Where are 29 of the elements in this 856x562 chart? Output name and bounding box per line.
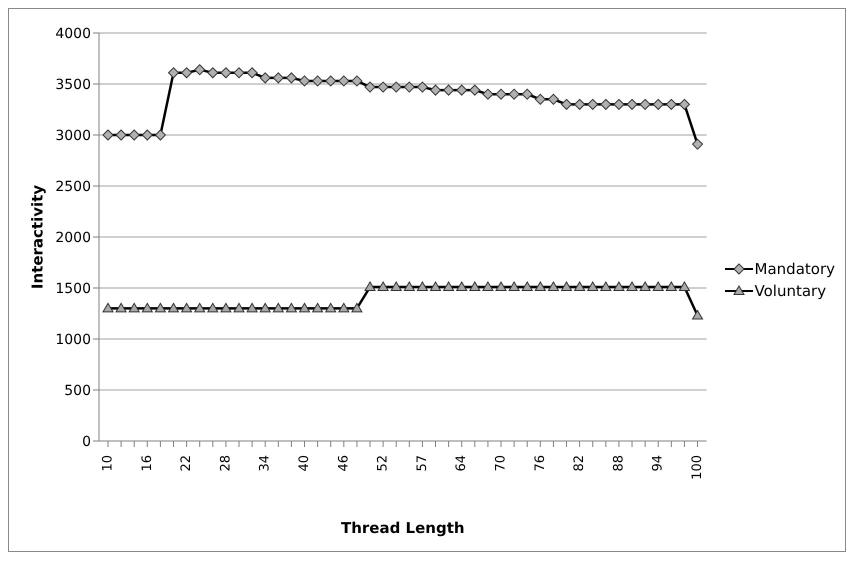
x-tick-label: 52	[376, 455, 391, 472]
x-tick-label: 88	[611, 455, 626, 472]
legend-label: Voluntary	[754, 281, 826, 302]
x-tick-label: 10	[100, 455, 116, 472]
x-tick-label: 94	[650, 455, 666, 472]
x-tick-label: 82	[572, 455, 588, 472]
x-tick-label: 16	[140, 455, 155, 472]
y-tick-label: 3500	[55, 76, 91, 93]
y-tick-label: 1500	[55, 280, 91, 297]
y-tick-label: 1000	[55, 332, 91, 348]
x-tick-label: 34	[258, 455, 273, 472]
y-tick-label: 4000	[55, 26, 91, 42]
x-tick-label: 22	[179, 455, 194, 472]
x-tick-label: 70	[494, 455, 509, 472]
legend-label: Mandatory	[754, 259, 835, 280]
x-tick-label: 57	[414, 455, 430, 472]
y-tick-label: 2500	[55, 178, 91, 195]
y-tick-label: 2000	[55, 230, 91, 246]
y-tick-label: 500	[64, 382, 91, 399]
x-tick-label: 100	[690, 455, 706, 480]
x-tick-label: 46	[336, 455, 352, 472]
y-tick-label: 0	[82, 434, 91, 450]
y-tick-label: 3000	[55, 128, 91, 144]
x-axis-title: Thread Length	[340, 519, 465, 537]
x-tick-label: 28	[218, 455, 234, 472]
x-tick-label: 76	[532, 455, 548, 472]
x-tick-label: 40	[297, 455, 312, 472]
x-tick-label: 64	[454, 455, 470, 472]
y-axis-title: Interactivity	[28, 184, 46, 290]
